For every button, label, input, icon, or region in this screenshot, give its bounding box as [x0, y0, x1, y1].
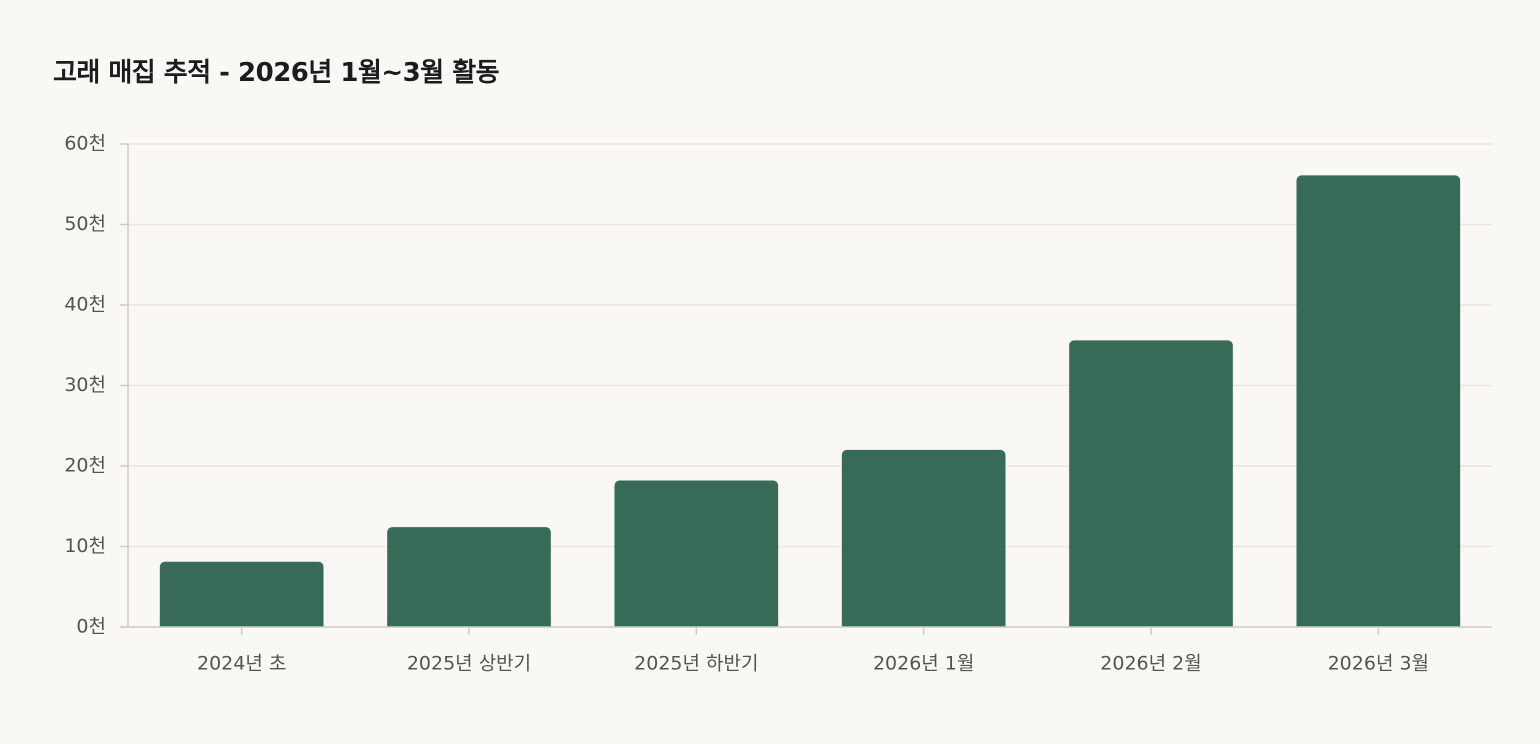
- bar-base: [1069, 621, 1233, 627]
- bar-base: [841, 621, 1006, 627]
- y-tick-label: 20천: [64, 455, 106, 477]
- bar: [1296, 175, 1461, 627]
- y-tick-label: 60천: [64, 133, 106, 155]
- bar: [1069, 340, 1233, 627]
- bar: [841, 449, 1006, 627]
- x-tick-label: 2025년 하반기: [634, 653, 758, 675]
- bar-base: [1296, 621, 1461, 627]
- axes: [120, 143, 1492, 635]
- gridlines: [128, 143, 1492, 548]
- bar-base: [387, 621, 551, 627]
- chart-title: 고래 매집 추적 - 2026년 1월~3월 활동: [53, 58, 500, 88]
- x-tick-label: 2025년 상반기: [407, 653, 531, 675]
- bar: [159, 561, 324, 627]
- bar: [614, 480, 779, 627]
- y-axis-ticks: 0천 10천 20천 30천 40천 50천 60천: [64, 133, 106, 638]
- x-tick-label: 2024년 초: [197, 653, 286, 675]
- bar-base: [614, 621, 779, 627]
- bar-base: [159, 621, 324, 627]
- y-tick-label: 30천: [64, 374, 106, 396]
- y-tick-label: 50천: [64, 213, 106, 235]
- y-tick-label: 40천: [64, 294, 106, 316]
- y-tick-label: 0천: [76, 616, 106, 638]
- x-tick-label: 2026년 2월: [1100, 653, 1201, 675]
- x-tick-label: 2026년 1월: [873, 653, 974, 675]
- bars: [159, 175, 1461, 627]
- x-axis-ticks: 2024년 초 2025년 상반기 2025년 하반기 2026년 1월 2026년 2…: [197, 653, 1429, 675]
- x-tick-label: 2026년 3월: [1328, 653, 1429, 675]
- bar: [387, 527, 551, 627]
- y-tick-label: 10천: [64, 535, 106, 557]
